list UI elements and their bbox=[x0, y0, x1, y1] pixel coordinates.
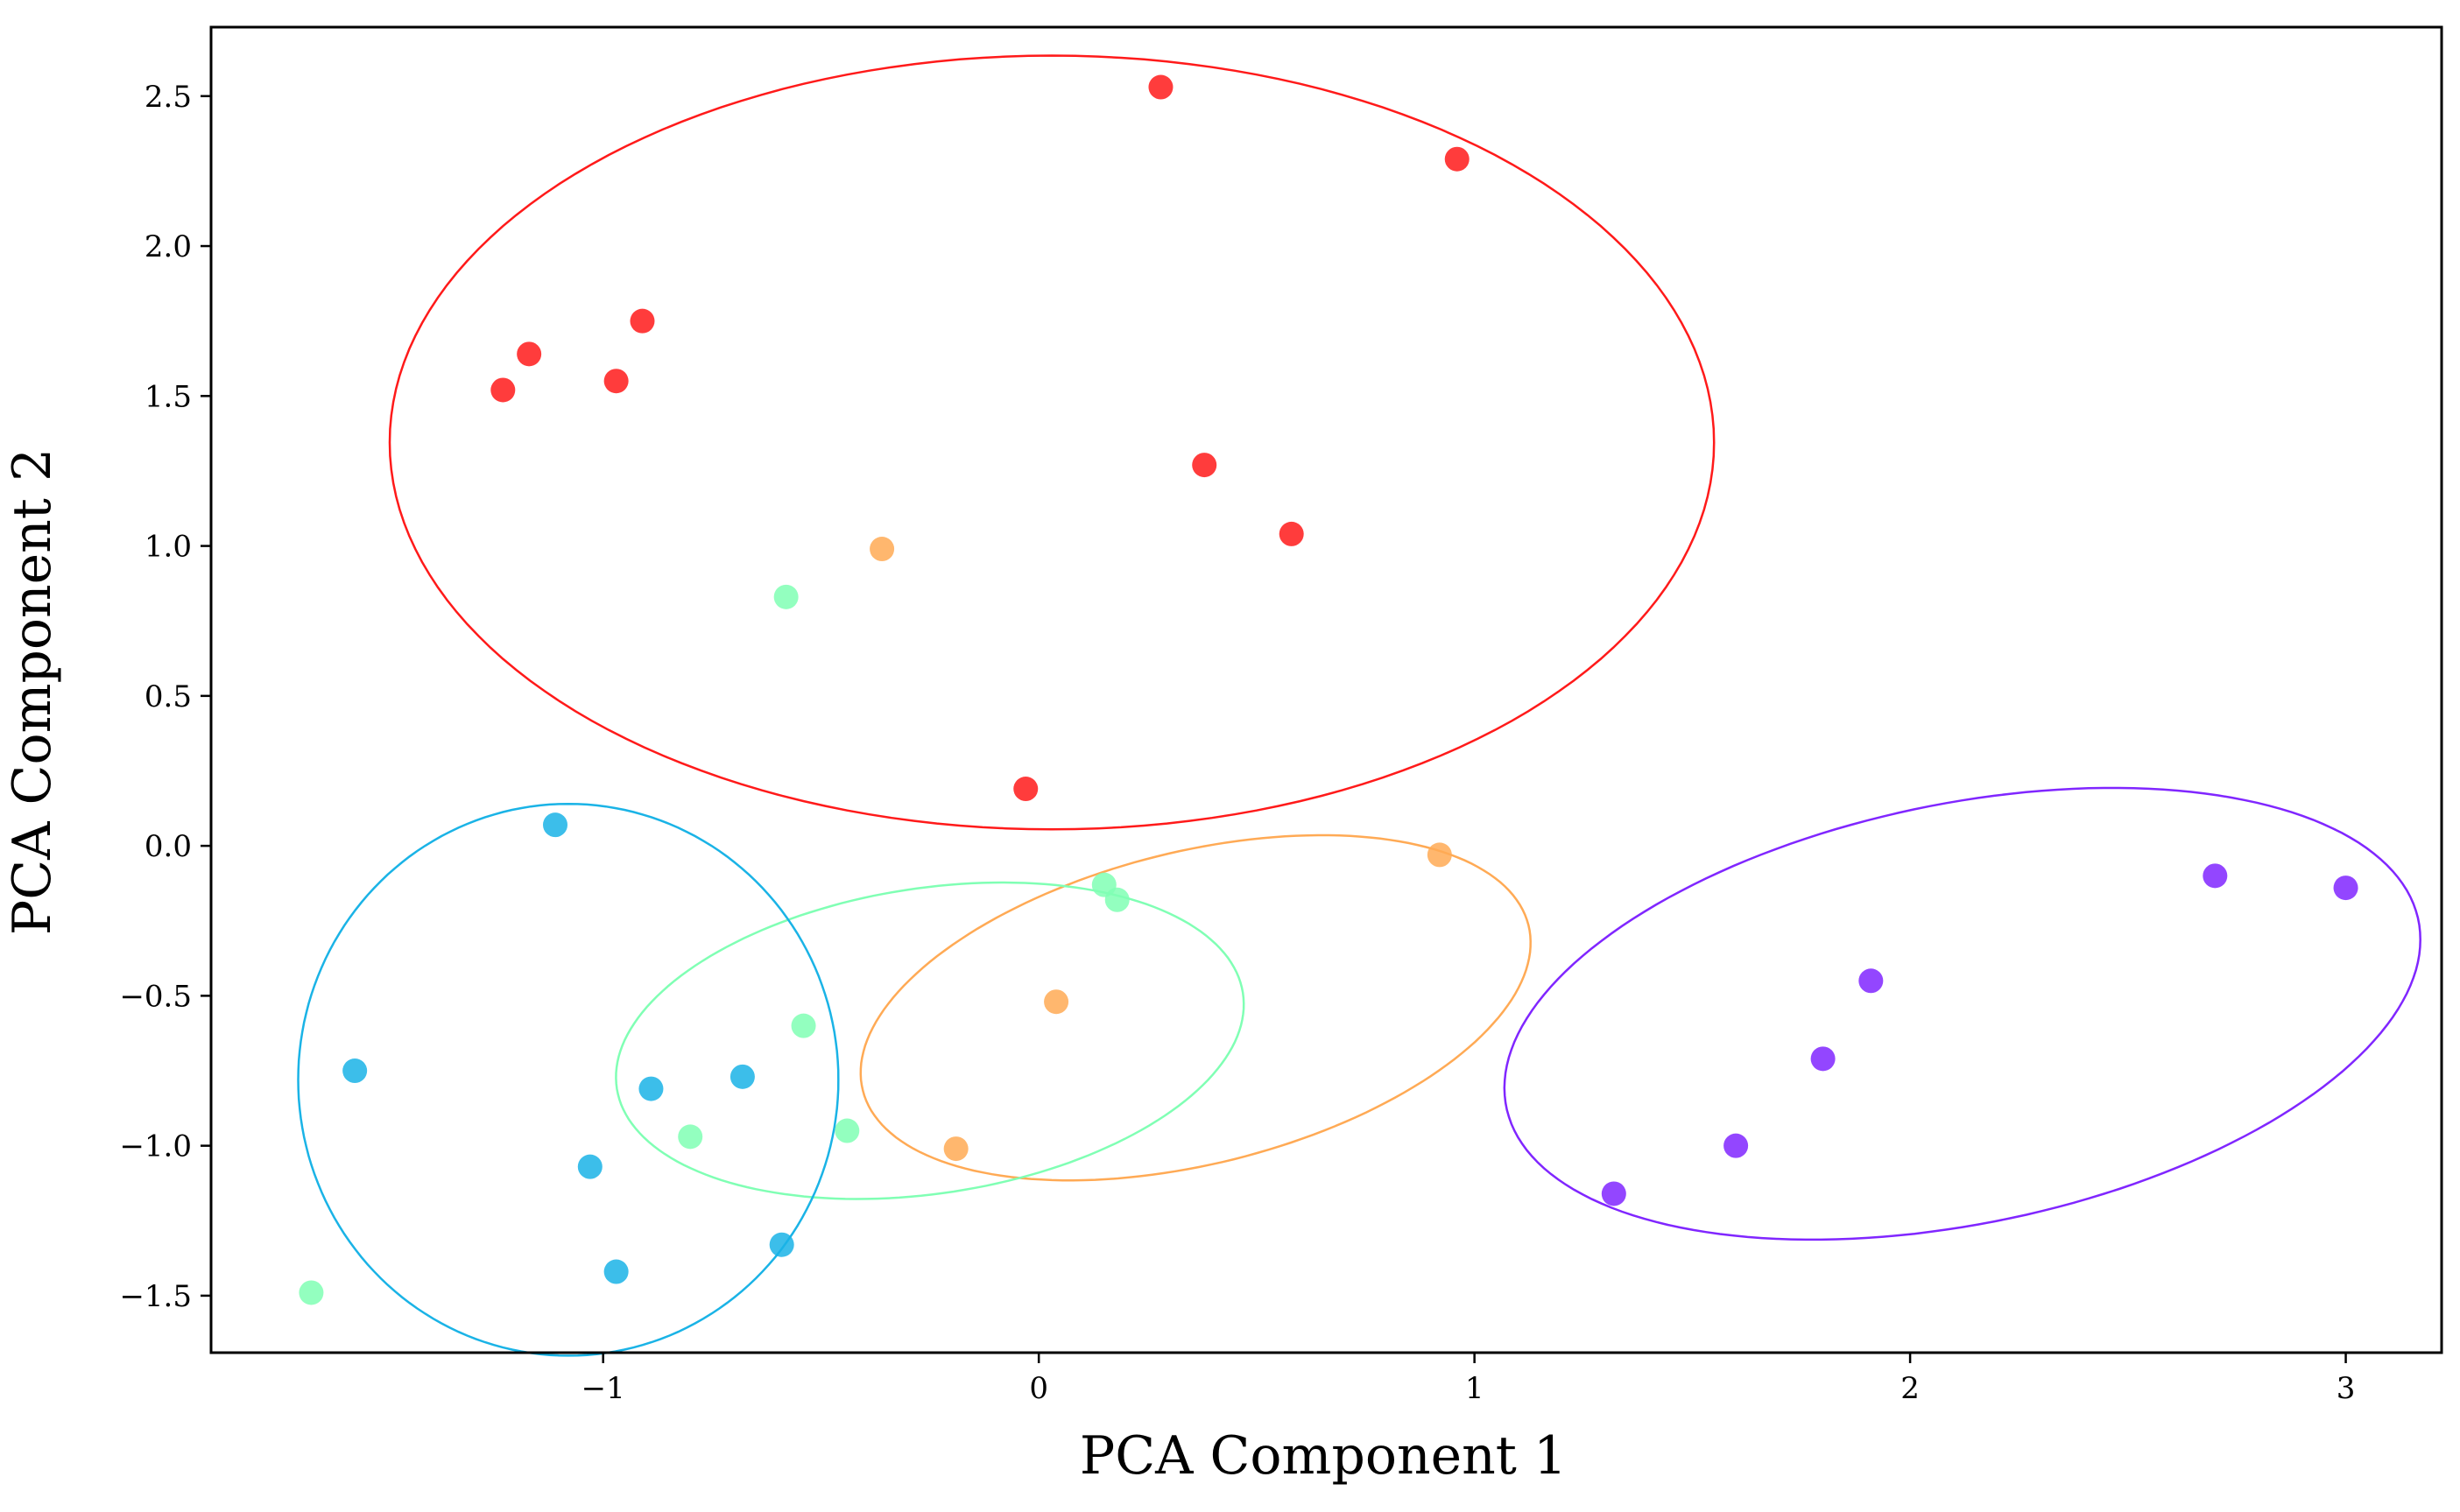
cluster-green-point bbox=[299, 1280, 324, 1305]
x-tick-label: 2 bbox=[1900, 1371, 1920, 1406]
y-axis-label: PCA Component 2 bbox=[2, 448, 63, 935]
y-tick-label: −1.0 bbox=[119, 1129, 192, 1164]
cluster-purple-point bbox=[1810, 1046, 1836, 1072]
x-tick-label: 0 bbox=[1029, 1371, 1048, 1406]
cluster-green-point bbox=[773, 584, 799, 609]
cluster-purple-point bbox=[2203, 863, 2228, 889]
cluster-green-ellipse bbox=[615, 881, 1245, 1200]
cluster-orange-point bbox=[943, 1136, 969, 1162]
plot-frame bbox=[209, 25, 2443, 1354]
y-tick-label: 2.0 bbox=[144, 229, 192, 264]
y-tick-label: 2.5 bbox=[144, 80, 192, 115]
cluster-orange-point bbox=[1427, 842, 1452, 868]
cluster-blue-ellipse bbox=[297, 802, 840, 1357]
cluster-purple-point bbox=[1601, 1181, 1626, 1206]
y-tick-label: 0.5 bbox=[144, 679, 192, 714]
cluster-orange-point bbox=[1044, 989, 1069, 1015]
y-axis-ticks: −1.5 −1.0 −0.5 0.0 0.5 1.0 1.5 2.0 2.5 bbox=[119, 80, 211, 1314]
cluster-blue-point bbox=[542, 812, 567, 838]
x-tick-label: −1 bbox=[582, 1371, 625, 1406]
cluster-red-point bbox=[1279, 521, 1304, 546]
cluster-green-point bbox=[678, 1124, 703, 1150]
y-tick-label: −1.5 bbox=[119, 1279, 192, 1314]
y-tick-label: −0.5 bbox=[119, 979, 192, 1014]
cluster-red-point bbox=[517, 341, 542, 367]
y-tick-label: 0.0 bbox=[144, 829, 192, 864]
y-tick-label: 1.5 bbox=[144, 379, 192, 414]
cluster-purple-ellipse bbox=[1503, 786, 2421, 1241]
cluster-purple-point bbox=[2333, 876, 2358, 901]
cluster-purple-point bbox=[1858, 968, 1884, 994]
cluster-red-point bbox=[630, 308, 655, 334]
cluster-orange-ellipse bbox=[859, 833, 1532, 1182]
x-tick-label: 3 bbox=[2337, 1371, 2356, 1406]
cluster-red-point bbox=[1444, 146, 1470, 172]
cluster-green-point bbox=[791, 1013, 816, 1038]
cluster-blue-point bbox=[769, 1232, 794, 1257]
confidence-ellipses bbox=[297, 54, 2421, 1357]
y-tick-label: 1.0 bbox=[144, 530, 192, 565]
x-axis-label: PCA Component 1 bbox=[1080, 1425, 1567, 1487]
data-points bbox=[299, 74, 2358, 1305]
cluster-green-point bbox=[1104, 887, 1130, 912]
cluster-red-point bbox=[603, 369, 629, 394]
cluster-green-point bbox=[835, 1118, 860, 1143]
cluster-blue-point bbox=[342, 1058, 368, 1084]
cluster-blue-point bbox=[730, 1064, 755, 1089]
cluster-red-point bbox=[1013, 777, 1039, 802]
cluster-blue-point bbox=[603, 1259, 629, 1284]
cluster-blue-point bbox=[638, 1076, 664, 1101]
cluster-red-ellipse bbox=[388, 54, 1716, 831]
x-axis-ticks: −1 0 1 2 3 bbox=[582, 1353, 2356, 1406]
cluster-red-point bbox=[1192, 453, 1217, 478]
cluster-orange-point bbox=[870, 537, 895, 562]
cluster-purple-point bbox=[1723, 1133, 1749, 1158]
cluster-blue-point bbox=[577, 1154, 603, 1179]
x-tick-label: 1 bbox=[1465, 1371, 1484, 1406]
cluster-red-point bbox=[1148, 74, 1174, 100]
cluster-red-point bbox=[490, 377, 516, 403]
